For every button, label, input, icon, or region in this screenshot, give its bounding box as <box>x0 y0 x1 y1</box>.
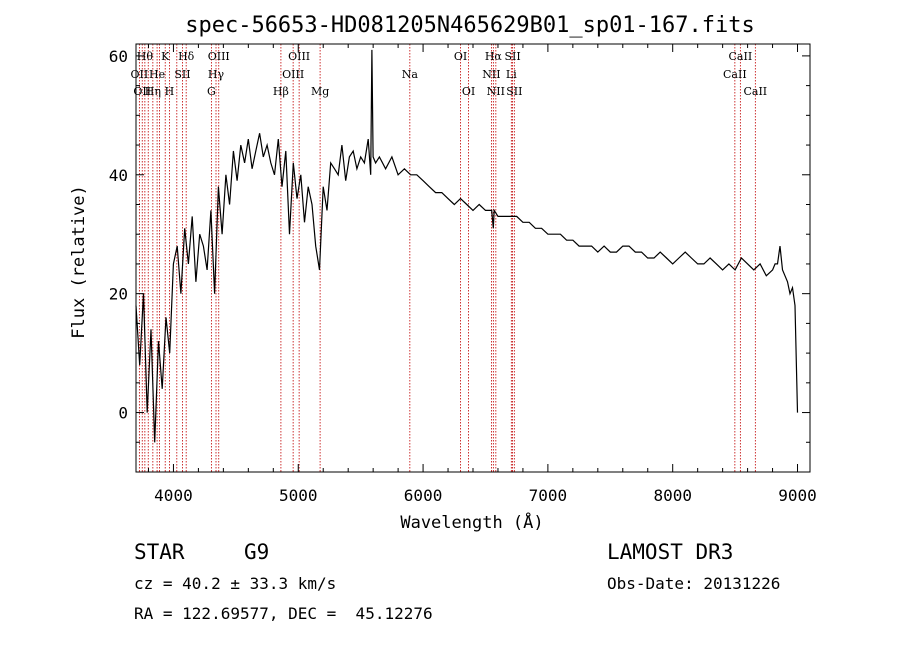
marker-label: Li <box>506 68 517 81</box>
x-tick-label: 7000 <box>529 486 568 505</box>
marker-label: CaII <box>723 68 747 81</box>
y-tick-label: 60 <box>109 47 128 66</box>
marker-label: OIII <box>288 50 310 63</box>
marker-label: OIII <box>282 68 304 81</box>
y-axis-label: Flux (relative) <box>69 185 89 339</box>
marker-label: SII <box>174 68 190 81</box>
object-class: STAR <box>134 540 185 564</box>
x-tick-label: 6000 <box>404 486 443 505</box>
marker-label: OII <box>133 85 151 98</box>
marker-label: CaII <box>729 50 753 63</box>
marker-label: NII <box>482 68 500 81</box>
line-marker-labels: OII OII Hθ Hη He K H SII Hδ G Hγ OIII Hβ OIII OIII Mg Na… <box>131 50 768 98</box>
x-tick-label: 5000 <box>279 486 318 505</box>
y-tick-label: 0 <box>118 404 128 423</box>
redshift-readout: cz = 40.2 ± 33.3 km/s <box>134 574 337 593</box>
marker-label: OIII <box>208 50 230 63</box>
marker-label: G <box>207 85 216 98</box>
x-axis-label: Wavelength (Å) <box>400 511 543 533</box>
marker-label: He <box>149 68 165 81</box>
marker-label: SII <box>506 85 522 98</box>
marker-label: Hη <box>145 85 161 98</box>
marker-label: SII <box>504 50 520 63</box>
marker-label: Hδ <box>178 50 195 63</box>
coordinates-readout: RA = 122.69577, DEC = 45.12276 <box>134 604 433 623</box>
marker-label: Hθ <box>137 50 154 63</box>
marker-label: Hγ <box>208 68 225 81</box>
marker-label: OI <box>454 50 467 63</box>
survey-name: LAMOST DR3 <box>607 540 734 564</box>
marker-label: OI <box>462 85 475 98</box>
marker-label: CaII <box>743 85 767 98</box>
marker-label: NII <box>487 85 505 98</box>
marker-label: OII <box>131 68 149 81</box>
x-tick-label: 4000 <box>154 486 193 505</box>
x-axis-ticks: 4000 5000 6000 7000 8000 9000 <box>147 44 817 505</box>
y-tick-label: 20 <box>109 285 128 304</box>
line-markers <box>138 44 756 472</box>
spectrum-line <box>135 49 799 443</box>
marker-label: H <box>165 85 175 98</box>
marker-label: Na <box>402 68 419 81</box>
observation-date: Obs-Date: 20131226 <box>607 574 781 593</box>
plot-frame <box>135 43 811 473</box>
object-subclass: G9 <box>244 540 270 564</box>
marker-label: Hα <box>485 50 503 63</box>
marker-label: Hβ <box>273 85 289 98</box>
marker-label: K <box>161 50 170 63</box>
chart-title: spec-56653-HD081205N465629B01_sp01-167.f… <box>185 13 755 38</box>
x-tick-label: 9000 <box>778 486 817 505</box>
y-axis-ticks: 0 20 40 60 <box>109 47 810 473</box>
y-tick-label: 40 <box>109 166 128 185</box>
x-tick-label: 8000 <box>653 486 692 505</box>
marker-label: Mg <box>311 85 329 98</box>
